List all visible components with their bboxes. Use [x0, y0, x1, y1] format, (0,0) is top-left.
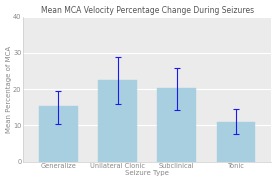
Bar	[98, 80, 137, 162]
Title: Mean MCA Velocity Percentage Change During Seizures: Mean MCA Velocity Percentage Change Duri…	[40, 6, 254, 15]
Y-axis label: Mean Percentage of MCA: Mean Percentage of MCA	[6, 46, 12, 133]
Bar	[39, 106, 78, 162]
Bar	[158, 88, 196, 162]
Bar	[217, 122, 255, 162]
X-axis label: Seizure Type: Seizure Type	[125, 171, 169, 176]
